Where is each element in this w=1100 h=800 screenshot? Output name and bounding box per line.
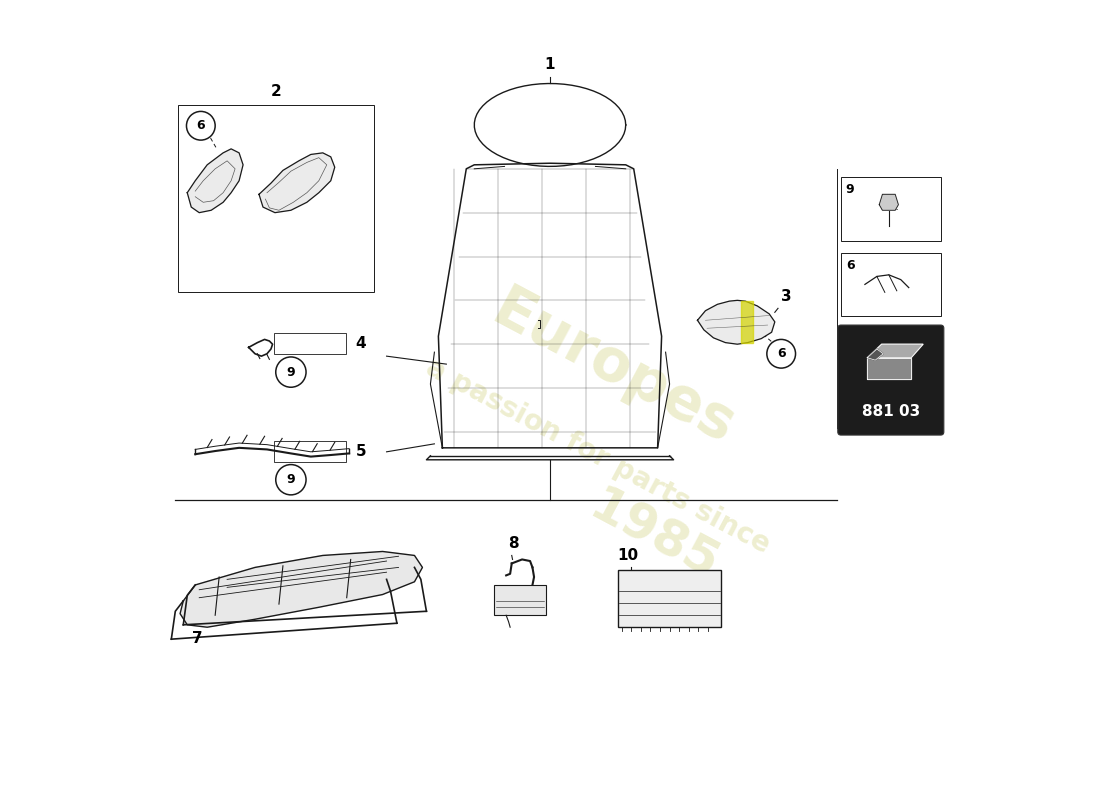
Text: 10: 10: [618, 549, 639, 563]
Bar: [842, 177, 940, 241]
Polygon shape: [258, 153, 334, 213]
Bar: [274, 333, 345, 354]
Bar: [274, 442, 345, 462]
Polygon shape: [427, 456, 673, 460]
Text: 4: 4: [355, 336, 366, 351]
Text: 2: 2: [271, 84, 282, 98]
Circle shape: [767, 339, 795, 368]
Polygon shape: [867, 344, 923, 358]
Text: 6: 6: [777, 347, 785, 360]
Bar: [618, 570, 722, 627]
Polygon shape: [741, 301, 754, 342]
Text: 881 03: 881 03: [861, 405, 920, 419]
Text: Europes: Europes: [483, 281, 745, 456]
Polygon shape: [867, 349, 883, 360]
Text: 9: 9: [287, 474, 295, 486]
Bar: [494, 585, 546, 615]
Polygon shape: [879, 194, 899, 210]
Bar: [842, 253, 940, 316]
Text: 7: 7: [192, 631, 202, 646]
Text: 1985: 1985: [581, 482, 726, 590]
Text: 9: 9: [846, 183, 855, 196]
Polygon shape: [697, 300, 774, 344]
Text: 9: 9: [287, 366, 295, 378]
Polygon shape: [187, 149, 243, 213]
Circle shape: [187, 111, 216, 140]
Text: a passion for parts since: a passion for parts since: [421, 353, 774, 558]
Circle shape: [276, 357, 306, 387]
Text: 5: 5: [355, 444, 366, 459]
FancyBboxPatch shape: [838, 325, 944, 435]
Text: 6: 6: [846, 259, 855, 272]
Text: 3: 3: [781, 290, 792, 304]
Polygon shape: [867, 358, 911, 379]
Polygon shape: [180, 551, 422, 627]
Text: 1: 1: [544, 57, 556, 71]
Text: 8: 8: [508, 537, 519, 551]
Circle shape: [276, 465, 306, 495]
Bar: [178, 105, 374, 292]
Text: 6: 6: [197, 119, 205, 132]
